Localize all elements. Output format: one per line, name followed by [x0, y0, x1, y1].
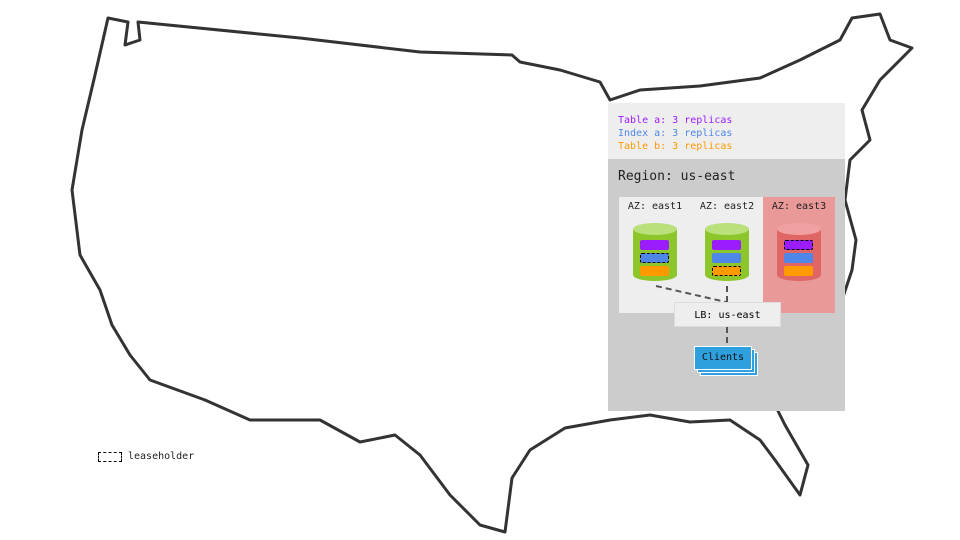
replica-index-a [784, 253, 813, 263]
clients-box: Clients [694, 346, 752, 370]
leaseholder-key-icon [98, 452, 122, 462]
region-title: Region: us-east [618, 169, 736, 184]
az-east2: AZ: east2 [691, 197, 763, 313]
legend-table-a: Table a: 3 replicas [618, 115, 733, 126]
leaseholder-key-label: leaseholder [128, 451, 195, 462]
database-icon [777, 223, 821, 285]
az-label: AZ: east1 [627, 201, 683, 212]
replica-table-a [640, 240, 669, 250]
az-label: AZ: east2 [699, 201, 755, 212]
replica-table-b [784, 266, 813, 276]
az-label: AZ: east3 [771, 201, 827, 212]
replica-table-a [712, 240, 741, 250]
load-balancer: LB: us-east [674, 302, 781, 327]
database-icon [633, 223, 677, 285]
replica-table-a-leaseholder [784, 240, 813, 250]
replica-index-a [712, 253, 741, 263]
az-east1: AZ: east1 [619, 197, 691, 313]
replica-table-b-leaseholder [712, 266, 741, 276]
replica-legend: Table a: 3 replicas Index a: 3 replicas … [608, 103, 845, 159]
az-east3-failed: AZ: east3 [763, 197, 835, 313]
replica-table-b [640, 266, 669, 276]
database-icon [705, 223, 749, 285]
legend-index-a: Index a: 3 replicas [618, 128, 733, 139]
legend-table-b: Table b: 3 replicas [618, 141, 733, 152]
replica-index-a-leaseholder [640, 253, 669, 263]
